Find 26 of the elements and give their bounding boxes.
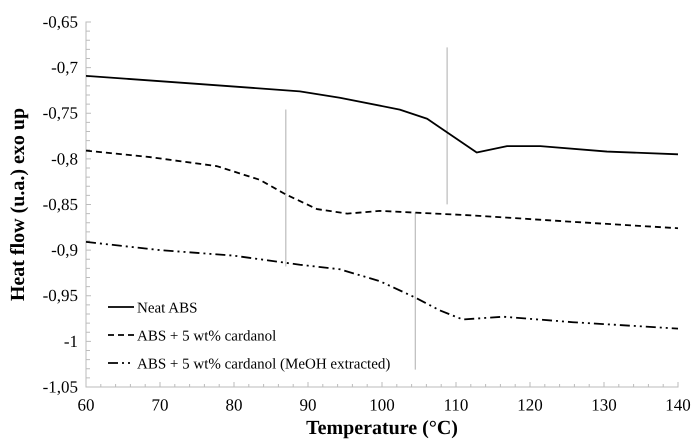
x-tick-label: 110	[444, 395, 468, 414]
y-tick-label: -0,85	[42, 194, 78, 214]
y-tick-label: -0,8	[51, 149, 78, 168]
legend-label: Neat ABS	[137, 300, 198, 316]
y-tick-label: -1	[64, 332, 78, 351]
y-tick-label: -0,9	[51, 240, 78, 260]
y-tick-label: -0,75	[42, 104, 78, 123]
y-tick-label: -0,7	[51, 58, 78, 78]
y-tick-label: -0,65	[42, 12, 78, 32]
line-series	[85, 150, 679, 230]
x-tick-label: 100	[369, 395, 395, 414]
x-tick-label: 80	[226, 395, 242, 414]
x-tick-label: 70	[152, 395, 168, 414]
legend-label: ABS + 5 wt% cardanol	[137, 328, 276, 344]
x-tick-label: 90	[300, 395, 316, 414]
y-tick-label: -0,95	[42, 286, 78, 306]
line-series	[85, 241, 679, 330]
x-tick-label: 140	[665, 395, 691, 414]
y-axis-title: Heat flow (u.a.) exo up	[7, 108, 29, 302]
x-axis-title: Temperature (°C)	[306, 417, 458, 439]
x-tick-label: 130	[591, 395, 617, 414]
x-tick-label: 60	[78, 395, 94, 414]
x-tick-label: 120	[517, 395, 543, 414]
line-series	[85, 74, 679, 156]
y-tick-label: -1,05	[42, 377, 78, 396]
legend-label: ABS + 5 wt% cardanol (MeOH extracted)	[137, 356, 390, 372]
